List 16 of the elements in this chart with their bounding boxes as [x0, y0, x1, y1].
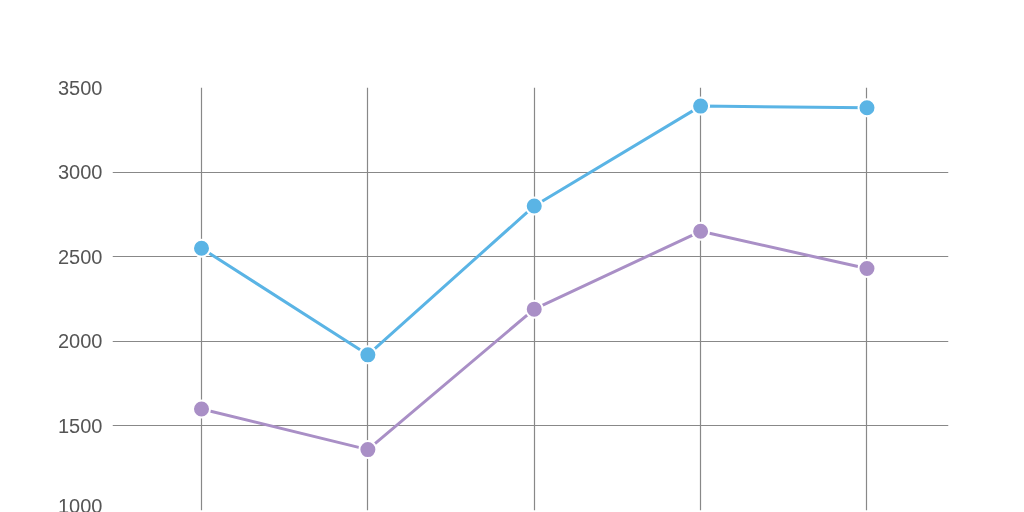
y-tick-label: 3500 [58, 76, 103, 99]
point [524, 299, 544, 319]
point [358, 440, 378, 460]
point [192, 399, 212, 419]
y-tick-label: 2000 [58, 330, 103, 353]
point [358, 345, 378, 365]
point [857, 98, 877, 118]
y-tick-label: 3000 [58, 161, 103, 184]
point [192, 238, 212, 258]
point [691, 221, 711, 241]
y-tick-label: 1500 [58, 414, 103, 437]
point [691, 96, 711, 116]
point [524, 196, 544, 216]
y-tick-label: 2500 [58, 245, 103, 268]
point [857, 259, 877, 279]
y-tick-label: 1000 [58, 494, 103, 512]
